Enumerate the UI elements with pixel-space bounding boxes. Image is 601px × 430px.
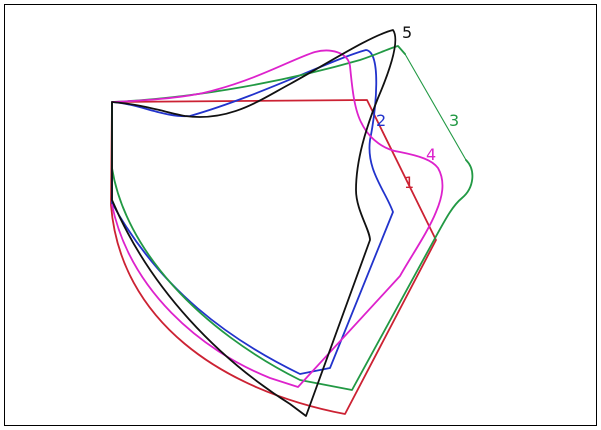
curve-4-label: 4 [426,145,436,164]
curve-5-label: 5 [402,23,412,42]
curve-3-return [111,101,474,391]
figure-frame [4,4,597,426]
curve-1 [110,99,437,415]
curve-3-segment [404,53,467,161]
curve-3-label: 3 [449,111,459,130]
curve-5 [111,29,397,417]
curve-4 [111,49,444,388]
curve-1-label: 1 [404,173,414,192]
curve-2-label: 2 [376,111,386,130]
curve-3 [111,45,406,103]
